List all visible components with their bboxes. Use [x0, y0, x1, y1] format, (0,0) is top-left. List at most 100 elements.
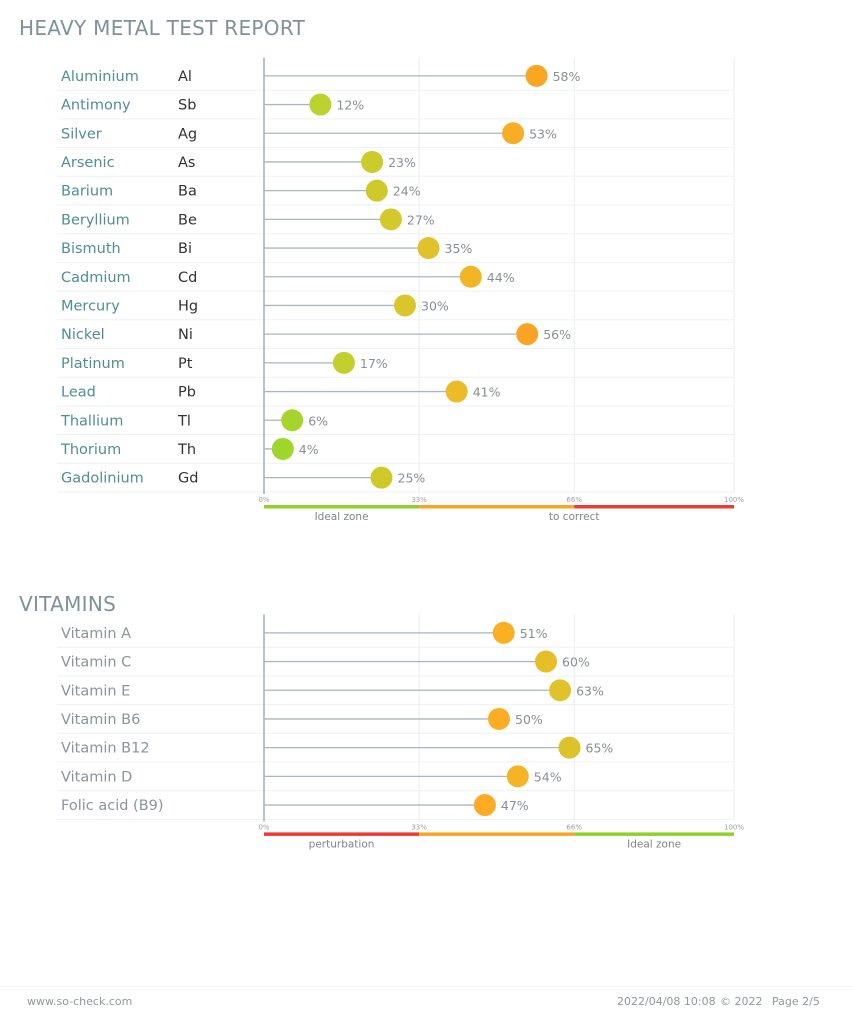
value-label: 56% [543, 327, 571, 342]
lollipop-dot [281, 409, 304, 432]
row-name: Silver [61, 126, 102, 142]
value-label: 27% [407, 212, 435, 227]
row-symbol: Ag [178, 126, 197, 142]
data-row: 41% Lead Pb [61, 380, 501, 403]
data-row: 54% Vitamin D [61, 765, 562, 788]
zone-bar [574, 505, 734, 509]
tick-label: 0% [258, 496, 269, 504]
value-label: 63% [576, 683, 604, 698]
value-label: 35% [445, 241, 473, 256]
row-name: Folic acid (B9) [61, 798, 164, 814]
vitamins-title: VITAMINS [19, 592, 117, 616]
value-label: 4% [299, 442, 319, 457]
row-name: Nickel [61, 327, 105, 343]
lollipop-dot [445, 380, 468, 403]
data-row: 53% Silver Ag [61, 122, 557, 145]
value-label: 25% [398, 471, 426, 486]
value-label: 23% [388, 155, 416, 170]
zone-bar [264, 505, 420, 509]
tick-label: 66% [566, 496, 582, 504]
value-label: 54% [534, 769, 562, 784]
data-row: 56% Nickel Ni [61, 323, 571, 346]
zone-bar [574, 832, 734, 836]
data-row: 65% Vitamin B12 [61, 736, 614, 759]
zone-label: Ideal zone [315, 511, 369, 523]
tick-label: 66% [566, 823, 582, 831]
footer-datetime: 2022/04/08 10:08 [617, 995, 716, 1008]
tick-label: 33% [411, 823, 427, 831]
footer-copyright: © 2022 [720, 995, 763, 1008]
lollipop-dot [332, 351, 355, 374]
row-name: Antimony [61, 98, 131, 114]
footer-website[interactable]: www.so-check.com [27, 995, 133, 1008]
value-label: 47% [501, 798, 529, 813]
data-row: 6% Thallium Tl [60, 409, 328, 432]
data-row: 51% Vitamin A [61, 621, 548, 644]
zone-bar [419, 505, 575, 509]
row-symbol: Ni [178, 327, 193, 343]
lollipop-dot [309, 93, 332, 116]
row-name: Vitamin B6 [61, 712, 140, 728]
row-name: Platinum [61, 356, 125, 372]
tick-label: 33% [411, 496, 427, 504]
row-name: Vitamin A [61, 626, 131, 642]
zone-label: Ideal zone [627, 838, 681, 850]
lollipop-dot [535, 650, 557, 673]
lollipop-dot [488, 707, 510, 730]
row-symbol: Be [178, 212, 197, 228]
data-row: 35% Bismuth Bi [61, 237, 473, 260]
footer-page: Page 2/5 [772, 995, 820, 1008]
row-name: Lead [61, 385, 96, 401]
row-name: Mercury [61, 298, 120, 314]
value-label: 60% [562, 655, 590, 670]
row-symbol: Pb [178, 385, 196, 401]
value-label: 6% [308, 413, 328, 428]
data-row: 27% Beryllium Be [61, 208, 435, 231]
lollipop-dot [365, 179, 388, 202]
heavy-metal-title: HEAVY METAL TEST REPORT [19, 16, 306, 40]
data-row: 25% Gadolinium Gd [61, 466, 426, 489]
lollipop-dot [417, 237, 440, 260]
data-row: 12% Antimony Sb [61, 93, 364, 116]
data-row: 4% Thorium Th [60, 437, 319, 460]
data-row: 47% Folic acid (B9) [61, 794, 529, 817]
tick-label: 100% [724, 496, 744, 504]
value-label: 50% [515, 712, 543, 727]
zone-label: perturbation [309, 838, 375, 850]
value-label: 17% [360, 356, 388, 371]
value-label: 41% [473, 385, 501, 400]
row-name: Bismuth [61, 241, 121, 257]
value-label: 53% [529, 126, 557, 141]
data-row: 17% Platinum Pt [61, 351, 388, 374]
lollipop-dot [370, 466, 393, 489]
lollipop-dot [379, 208, 402, 231]
lollipop-dot [558, 736, 581, 759]
lollipop-dot [525, 64, 548, 87]
data-row: 50% Vitamin B6 [61, 707, 543, 730]
value-label: 65% [586, 741, 614, 756]
lollipop-dot [506, 765, 529, 788]
row-name: Vitamin C [61, 655, 131, 671]
data-row: 30% Mercury Hg [61, 294, 449, 317]
row-name: Cadmium [61, 270, 131, 286]
row-name: Thallium [60, 413, 123, 429]
row-symbol: Al [178, 69, 192, 85]
row-symbol: As [178, 155, 195, 171]
row-name: Gadolinium [61, 471, 144, 487]
value-label: 24% [393, 184, 421, 199]
row-name: Barium [61, 184, 113, 200]
row-name: Vitamin D [61, 769, 132, 785]
row-name: Vitamin E [61, 683, 130, 699]
data-row: 44% Cadmium Cd [61, 265, 515, 288]
value-label: 12% [336, 98, 364, 113]
data-row: 60% Vitamin C [61, 650, 590, 673]
row-name: Beryllium [61, 212, 130, 228]
row-symbol: Bi [178, 241, 192, 257]
row-symbol: Pt [178, 356, 193, 372]
lollipop-dot [459, 265, 482, 288]
row-name: Thorium [60, 442, 121, 458]
tick-label: 0% [258, 823, 269, 831]
tick-label: 100% [724, 823, 744, 831]
